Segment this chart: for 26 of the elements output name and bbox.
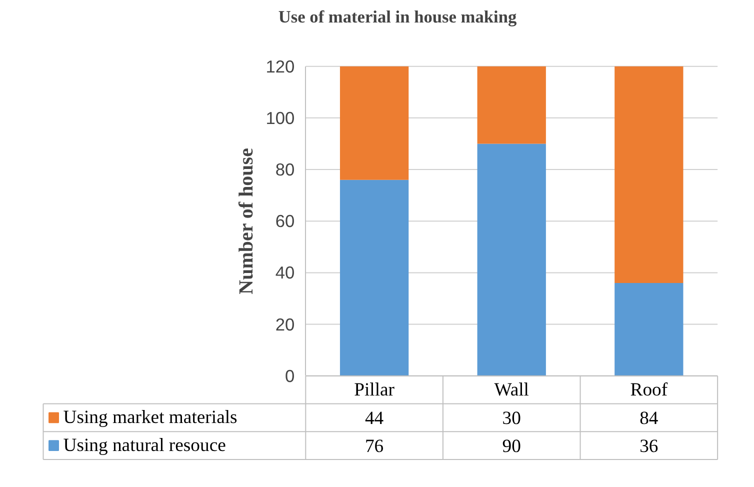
bar <box>340 180 409 376</box>
legend-label: Using natural resouce <box>63 435 226 456</box>
x-tick-label: Roof <box>630 379 668 400</box>
data-label: 30 <box>502 408 521 430</box>
y-tick-label: 100 <box>266 108 295 128</box>
y-axis-title: Number of house <box>236 148 258 294</box>
bar <box>477 66 546 144</box>
legend-label: Using market materials <box>63 407 238 428</box>
bar <box>477 144 546 376</box>
bar <box>614 283 684 376</box>
x-tick-label: Pillar <box>354 379 396 400</box>
data-label: 36 <box>640 436 658 458</box>
y-tick-label: 0 <box>285 366 295 386</box>
y-tick-label: 60 <box>275 211 295 232</box>
data-label: 84 <box>640 408 659 430</box>
data-label: 76 <box>364 436 384 458</box>
data-label: 90 <box>502 436 521 458</box>
y-tick-label: 20 <box>275 314 295 334</box>
x-tick-label: Wall <box>494 379 529 400</box>
y-tick-label: 120 <box>266 56 295 76</box>
bar <box>614 66 684 284</box>
y-tick-label: 80 <box>275 160 295 180</box>
y-tick-label: 40 <box>275 262 295 283</box>
data-label: 44 <box>364 408 384 430</box>
chart-title: Use of material in house making <box>278 8 517 26</box>
bar <box>340 66 409 180</box>
